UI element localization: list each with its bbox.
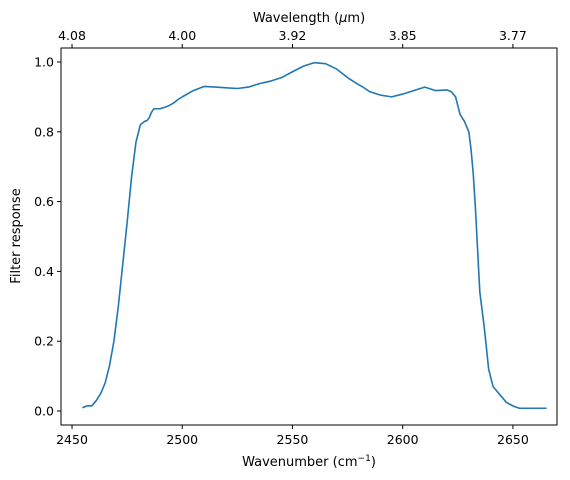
- y-tick-label: 0.0: [34, 404, 54, 419]
- top-tick-label: 4.00: [168, 28, 196, 43]
- top-tick-label: 3.85: [389, 28, 417, 43]
- top-tick-label: 3.92: [279, 28, 307, 43]
- y-tick-label: 0.8: [34, 124, 54, 139]
- top-axis-label: Wavelength (μm): [253, 11, 365, 26]
- y-tick-label: 0.4: [34, 264, 54, 279]
- y-tick-label: 0.6: [34, 194, 54, 209]
- axis-ticks: 2450 2500 2550 2600 2650 0.0 0.2 0.4 0.6 0.8 1.0 4.…: [34, 28, 529, 447]
- plot-frame: [60, 47, 558, 426]
- y-tick-label: 0.2: [34, 334, 54, 349]
- x-tick-label: 2500: [166, 432, 198, 447]
- x-tick-label: 2650: [497, 432, 529, 447]
- x-tick-label: 2450: [56, 432, 88, 447]
- x-tick-label: 2550: [277, 432, 309, 447]
- x-axis-label: Wavenumber (cm−1): [242, 454, 376, 470]
- series-line-0: [82, 61, 547, 410]
- plot-area: [82, 61, 547, 410]
- y-axis-label: Filter response: [9, 188, 24, 283]
- top-tick-label: 3.77: [499, 28, 527, 43]
- x-tick-label: 2600: [387, 432, 419, 447]
- y-tick-label: 1.0: [34, 54, 54, 69]
- top-tick-label: 4.08: [58, 28, 86, 43]
